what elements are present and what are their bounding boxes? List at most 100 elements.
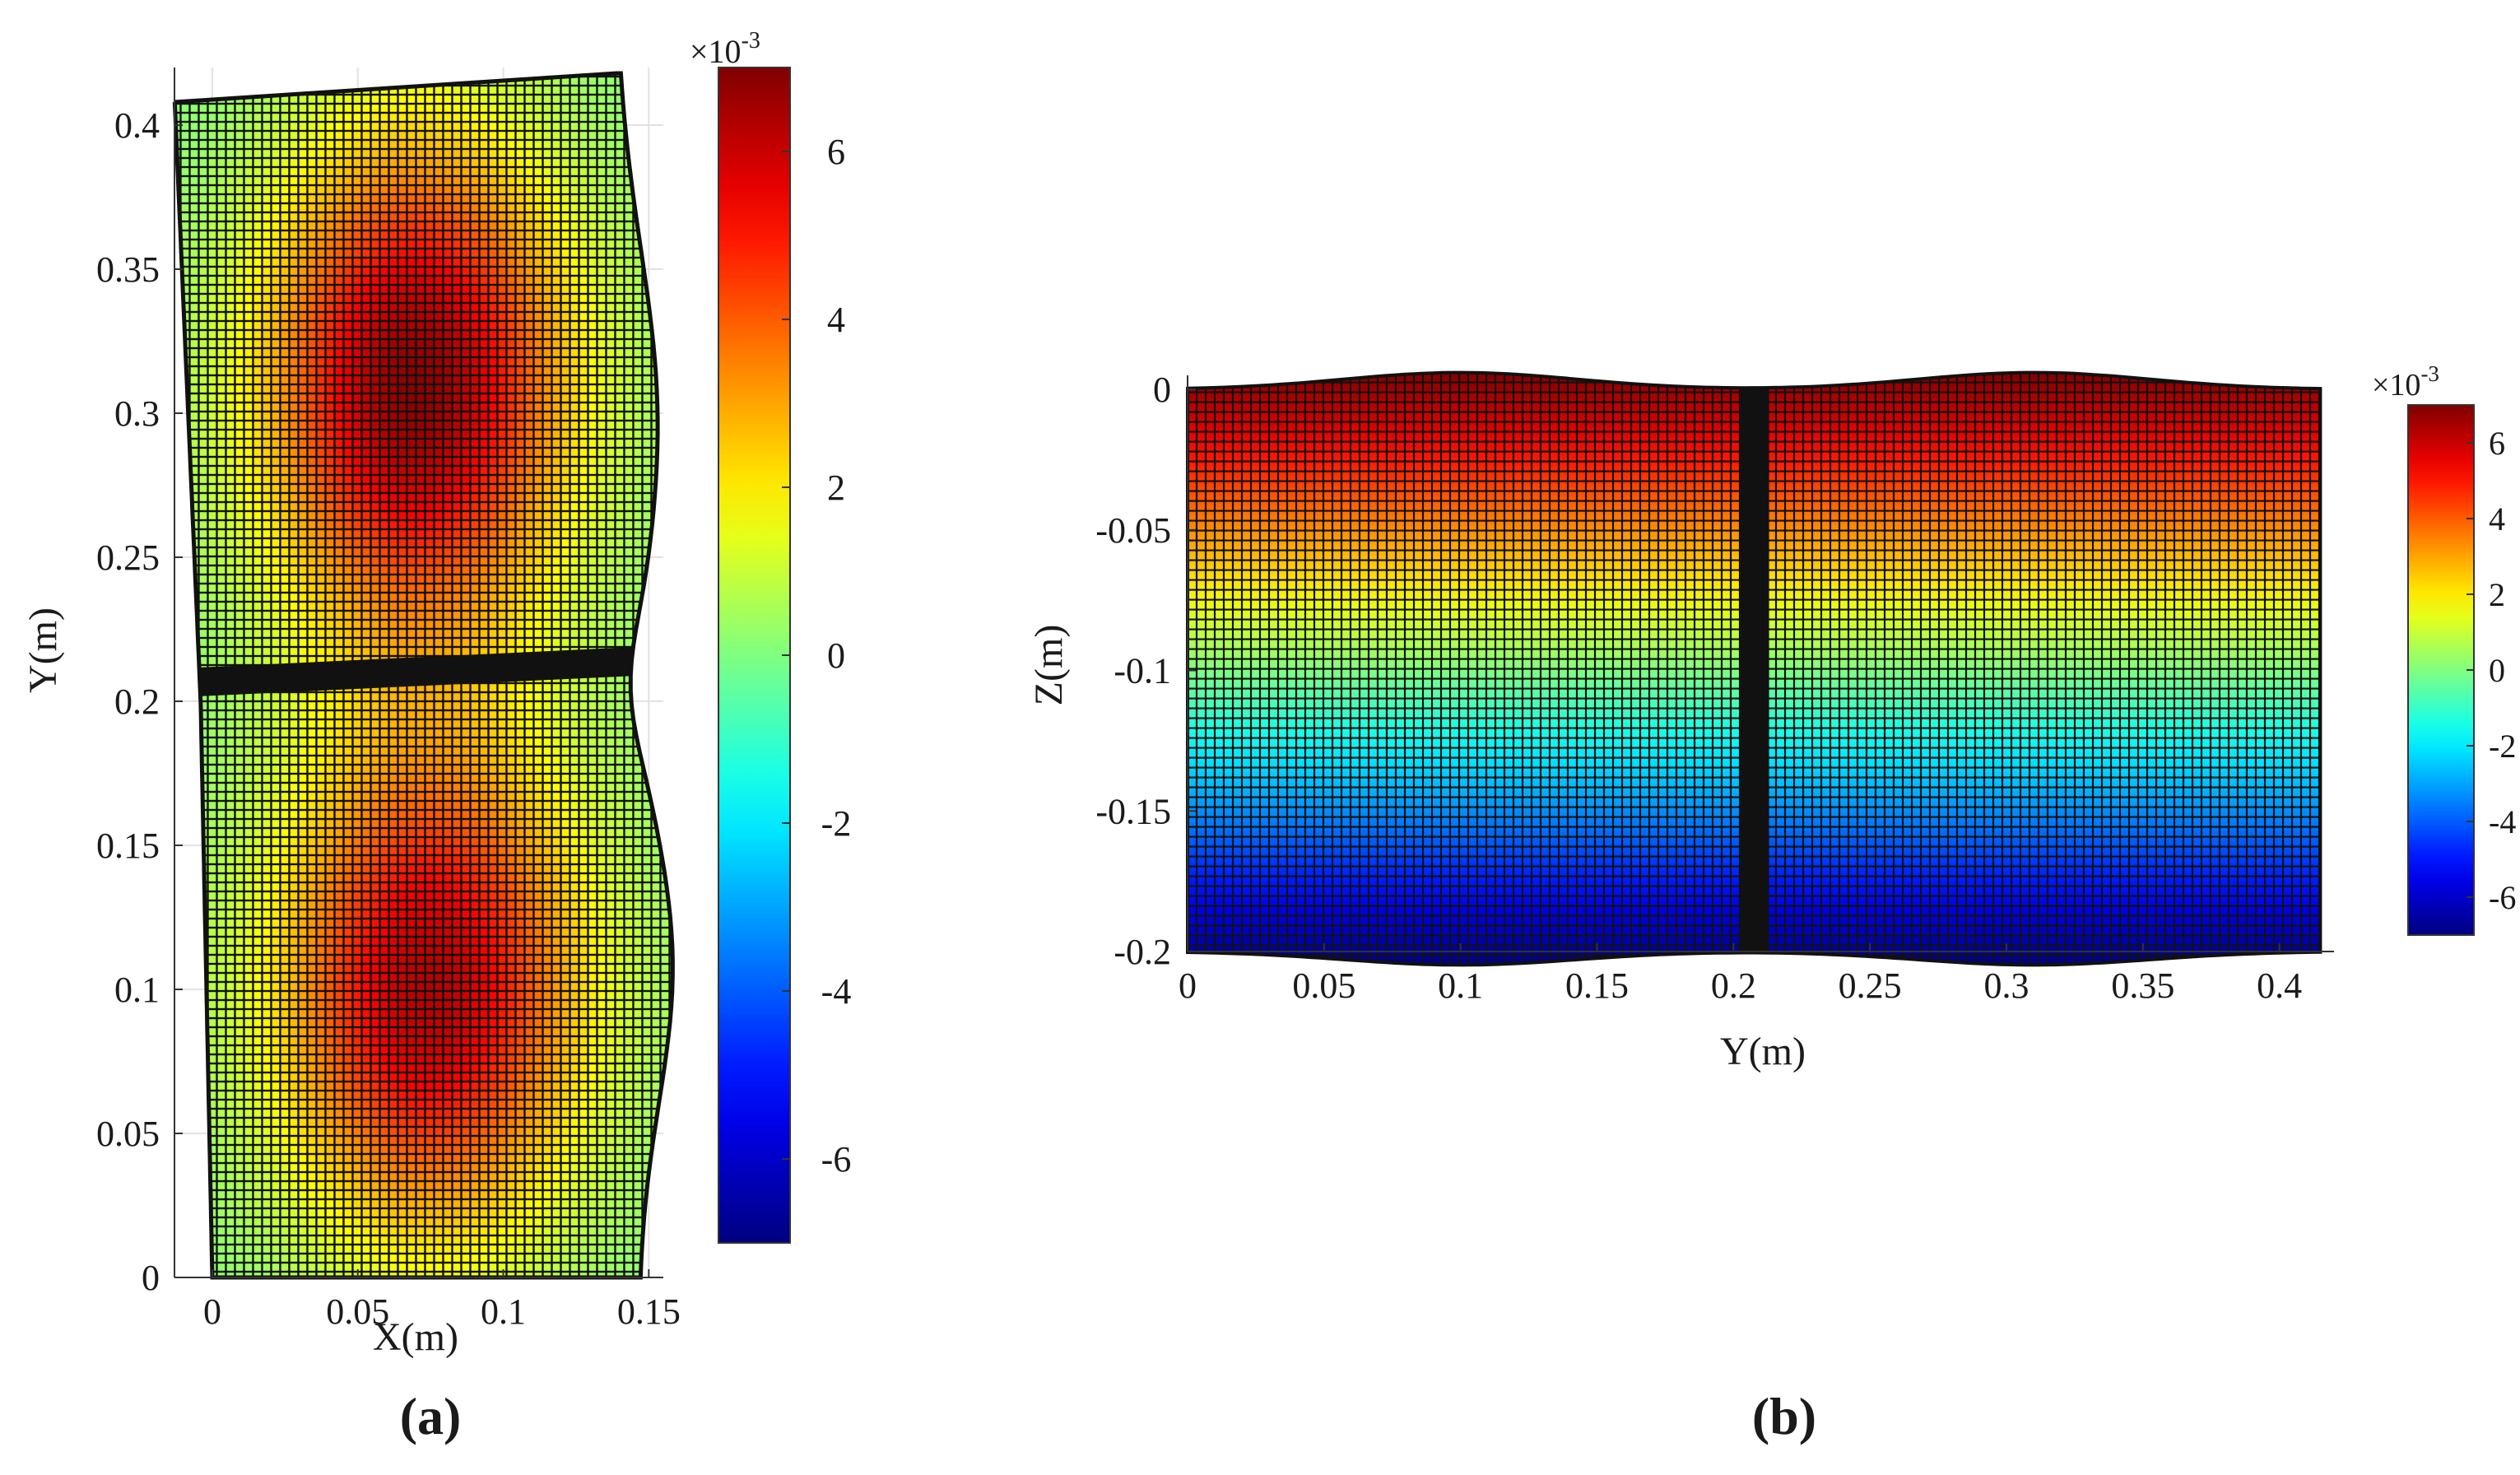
heat-cell-a [669,728,673,738]
heat-cell-a [642,149,653,159]
heat-cell-a [189,864,200,874]
heat-cell-a [174,620,182,630]
heat-cell-a [642,203,653,213]
heat-cell-a [651,647,662,657]
heat-cell-a [669,457,673,467]
heat-cell-a [669,412,673,421]
heat-cell-a [180,493,191,503]
heat-cell-a [669,710,673,720]
heat-cell-a [642,176,653,186]
heat-cell-a [669,77,673,86]
heat-cell-a [660,348,671,358]
heat-cell-a [174,402,182,412]
heat-cell-a [651,602,662,612]
heat-cell-a [660,538,671,548]
heat-cell-a [660,620,671,630]
heat-cell-a [660,738,671,747]
heat-cell-a [660,719,671,729]
heat-cell-a [660,502,671,512]
heat-cell-a [174,783,182,793]
heat-cell-a [180,783,191,793]
heat-cell-a [180,593,191,603]
heat-cell-a [174,774,182,784]
heat-cell-a [660,375,671,385]
heat-cell-a [180,810,191,820]
heat-cell-a [660,285,671,295]
heat-cell-a [180,547,191,557]
heat-cell-a [174,285,182,295]
heat-cell-a [174,529,182,539]
heat-cell-a [660,783,671,793]
heat-cell-a [174,73,182,77]
heat-cell-a [642,240,653,249]
heat-cell-a [174,629,182,639]
heat-cell-a [253,77,263,86]
heat-cell-a [633,149,644,159]
heat-cell-a [660,73,671,77]
heat-cell-a [660,439,671,449]
heat-cell-a [174,593,182,603]
heat-cell-a [642,602,653,612]
heat-cell-a [174,638,182,648]
heat-cell-a [651,303,662,313]
heat-cell-a [180,819,191,829]
heat-cell-a [651,719,662,729]
heat-cell-a [180,511,191,521]
heat-cell-a [651,774,662,784]
heat-cell-a [669,602,673,612]
heat-cell-a [669,448,673,458]
heat-cell-a [669,575,673,584]
heat-cell-a [624,95,635,105]
heat-cell-a [660,249,671,258]
heat-cell-a [651,584,662,593]
heat-cell-a [651,258,662,268]
heat-cell-a [669,819,673,829]
heat-cell-a [174,86,182,95]
heat-cell-a [651,728,662,738]
heat-cell-a [651,620,662,630]
heat-cell-a [660,113,671,123]
heat-cell-a [651,638,662,648]
heat-cell-a [669,203,673,213]
heat-cell-a [660,656,671,666]
heat-cell-a [174,366,182,376]
heat-cell-a [669,647,673,657]
heat-cell-a [416,73,426,77]
heat-cell-a [174,448,182,458]
heat-cell-a [651,276,662,286]
heat-cell-a [669,303,673,313]
heat-cell-a [174,475,182,485]
heat-cell-a [669,167,673,177]
heat-cell-a [271,77,281,86]
heat-cell-a [669,104,673,114]
heat-cell-a [343,77,354,86]
heat-cell-a [633,95,644,105]
heat-cell-a [660,457,671,467]
heat-cell-a [651,149,662,159]
heat-cell-a [669,366,673,376]
heat-cell-a [633,158,644,168]
heat-cell-a [180,701,191,711]
heat-cell-a [669,285,673,295]
heat-cell-a [669,547,673,557]
heat-cell-a [642,167,653,177]
heat-cell-a [642,104,653,114]
heat-cell-a [180,475,191,485]
heat-cell-a [660,547,671,557]
heat-cell-a [379,77,390,86]
heat-cell-a [235,77,245,86]
heat-cell-a [642,86,653,95]
heat-cell-a [651,176,662,186]
heat-cell-a [669,131,673,141]
heat-cell-a [642,728,653,738]
heat-cell-a [651,665,662,675]
heat-cell-a [669,484,673,494]
heat-cell-a [235,86,245,95]
heat-cell-a [660,267,671,277]
heat-cell-a [660,131,671,141]
heat-cell-a [633,167,644,177]
heat-cell-a [642,140,653,150]
heat-cell-a [669,556,673,566]
heat-cell-a [669,810,673,820]
heat-cell-a [174,375,182,385]
